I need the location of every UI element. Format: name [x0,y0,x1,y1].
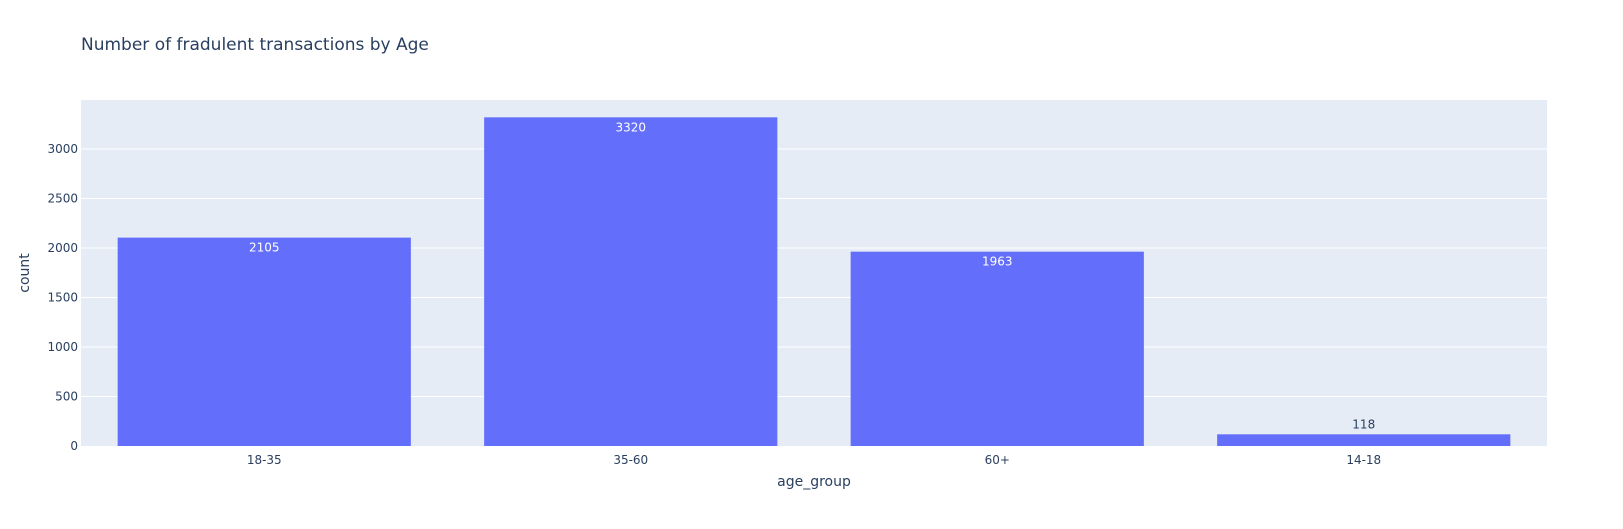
bar-35-60[interactable] [484,117,778,446]
x-axis-ticks: 18-35 35-60 60+ 14-18 [247,453,1381,467]
bar-14-18[interactable] [1217,434,1511,446]
bar-value-label: 118 [1352,417,1375,431]
bar-value-label: 3320 [615,120,646,134]
bar-60+[interactable] [850,251,1144,446]
x-tick-label: 14-18 [1346,453,1381,467]
chart-title: Number of fradulent transactions by Age [81,35,429,55]
y-tick-label: 2500 [47,192,78,206]
bar-18-35[interactable] [117,237,411,446]
bar-value-labels: 2105 3320 1963 118 [249,120,1375,431]
y-tick-label: 0 [70,439,78,453]
y-tick-label: 1500 [47,291,78,305]
bars [117,117,1511,446]
y-tick-label: 1000 [47,340,78,354]
y-axis-title: count [17,253,33,293]
y-tick-label: 500 [55,390,78,404]
x-tick-label: 18-35 [247,453,282,467]
y-tick-label: 2000 [47,241,78,255]
bar-value-label: 2105 [249,241,280,255]
y-axis-ticks: 0 500 1000 1500 2000 2500 3000 [47,142,78,453]
x-tick-label: 35-60 [613,453,648,467]
x-axis-title: age_group [777,474,851,490]
bar-value-label: 1963 [982,255,1013,269]
x-tick-label: 60+ [985,453,1010,467]
y-tick-label: 3000 [47,142,78,156]
